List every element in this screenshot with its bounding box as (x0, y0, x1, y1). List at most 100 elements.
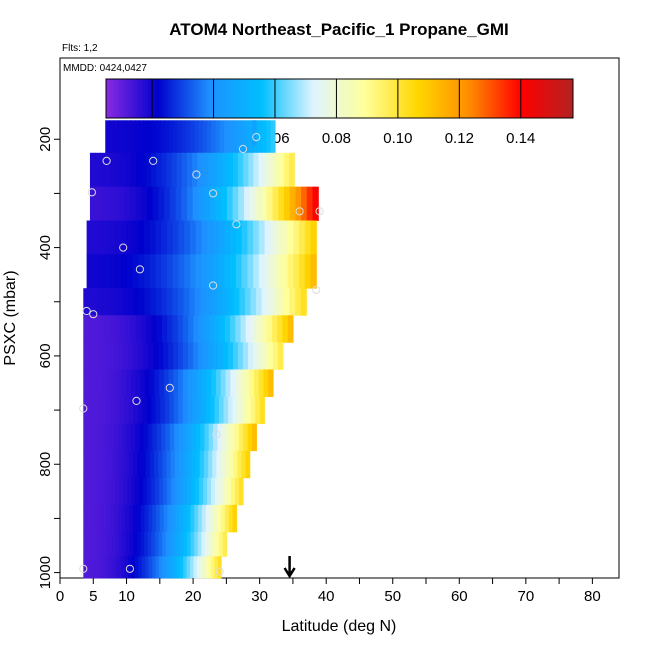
heatmap-cell (210, 556, 215, 579)
heatmap-cell (270, 120, 276, 154)
heatmap-cell (110, 504, 115, 533)
heatmap-cell (203, 450, 209, 479)
heatmap-cell (107, 477, 112, 506)
heatmap-cell (86, 531, 92, 557)
heatmap-cell (141, 450, 147, 479)
heatmap-cell (127, 477, 132, 506)
heatmap-cell (219, 477, 224, 506)
heatmap-cell (110, 556, 115, 579)
heatmap-cell (83, 556, 88, 579)
heatmap-cell (230, 369, 236, 397)
heatmap-cell (175, 186, 182, 221)
heatmap-cell (142, 396, 148, 425)
heatmap-cell (261, 315, 268, 343)
heatmap-cell (174, 423, 180, 452)
heatmap-cell (100, 152, 106, 188)
heatmap-cell (166, 152, 173, 188)
heatmap-cell (165, 556, 170, 579)
heatmap-cell (202, 120, 208, 154)
heatmap-cell (115, 152, 122, 188)
flight-points (79, 133, 324, 576)
heatmap-cell (94, 531, 99, 557)
flight-point (135, 265, 144, 274)
heatmap-cell (194, 504, 199, 533)
heatmap-cell (138, 254, 145, 289)
heatmap-cell (200, 288, 207, 316)
flight-point (238, 144, 248, 154)
heatmap-cell (171, 504, 176, 533)
heatmap-cell (120, 152, 127, 188)
heatmap-cell (177, 120, 183, 154)
heatmap-cell (197, 152, 203, 188)
heatmap-cell (164, 396, 170, 425)
heatmap-cell (195, 423, 201, 452)
heatmap-cell (193, 342, 199, 370)
heatmap-cell (147, 477, 152, 506)
heatmap-cell (206, 369, 212, 397)
heatmap-cell (109, 254, 116, 289)
heatmap-cell (304, 220, 312, 255)
heatmap-cell (204, 531, 210, 557)
heatmap-cell (161, 220, 168, 255)
heatmap-cell (257, 120, 263, 154)
heatmap-cell (228, 450, 234, 479)
heatmap-cell (106, 504, 111, 533)
heatmap-cell (86, 556, 91, 579)
heatmap-cell (198, 120, 204, 154)
heatmap-cell (233, 288, 240, 316)
heatmap-cell (98, 504, 104, 533)
heatmap-cell (161, 315, 168, 343)
heatmap-cell (218, 342, 224, 370)
heatmap-cell (151, 531, 156, 557)
heatmap-cell (103, 342, 109, 370)
heatmap-cell (205, 396, 211, 425)
heatmap-cell (158, 342, 164, 370)
heatmap-cell (161, 254, 168, 289)
heatmap-cell (155, 556, 160, 579)
heatmap-cell (211, 120, 217, 154)
heatmap-cell (83, 477, 88, 506)
heatmap-cell (147, 186, 154, 221)
heatmap-cell (164, 186, 171, 221)
heatmap-cell (89, 152, 96, 188)
flight-point (215, 567, 224, 576)
heatmap-cell (151, 315, 158, 343)
flight-point (295, 207, 304, 216)
heatmap-cell (124, 186, 131, 221)
heatmap-cell (164, 120, 170, 154)
heatmap-cell (200, 556, 205, 579)
arrow-head (283, 567, 296, 579)
heatmap-cell (228, 342, 234, 370)
heatmap-cell (139, 477, 144, 506)
heatmap-cell (224, 254, 231, 289)
heatmap-cell (243, 423, 249, 452)
heatmap-cell (225, 369, 231, 397)
heatmap-cell (83, 315, 90, 343)
heatmap-cell (139, 423, 145, 452)
heatmap-cell (101, 531, 106, 557)
heatmap-cell (91, 477, 96, 506)
heatmap-cell (122, 288, 129, 316)
heatmap-cell (87, 504, 92, 533)
heatmap-cell (183, 342, 189, 370)
heatmap-cell (155, 288, 162, 316)
heatmap-cell (253, 152, 260, 188)
heatmap-cell (266, 120, 272, 154)
heatmap-cell (146, 315, 153, 343)
heatmap-cell (178, 396, 184, 425)
heatmap-cell (138, 342, 144, 370)
y-axis-tick-label: 800 (37, 452, 54, 477)
heatmap-cell (172, 220, 180, 255)
heatmap-cell (235, 254, 243, 289)
flight-point (252, 133, 261, 142)
heatmap-cell (214, 315, 221, 343)
heatmap-cell (184, 220, 191, 255)
heatmap-cell (193, 315, 200, 343)
heatmap-cell (227, 152, 234, 188)
heatmap-cell (232, 396, 238, 425)
heatmap-cell (83, 342, 89, 370)
heatmap-cell (105, 152, 111, 188)
heatmap-cell (218, 220, 225, 255)
heatmap-cell (235, 369, 241, 397)
heatmap-cell (264, 254, 271, 289)
